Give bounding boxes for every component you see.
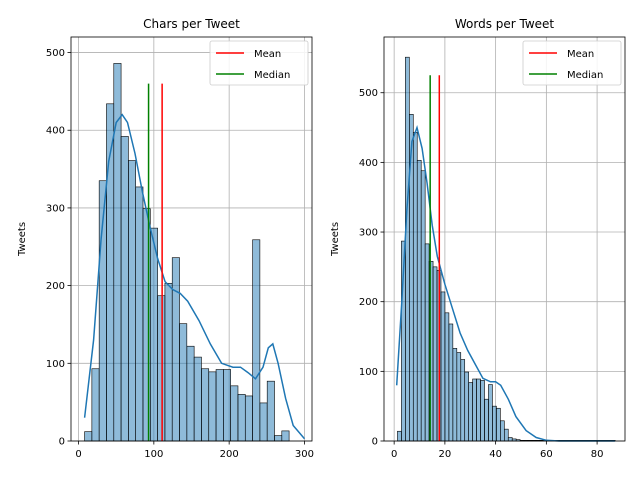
y-tick-label: 300 [46, 203, 65, 214]
histogram-bar [150, 227, 158, 442]
histogram-bar [171, 257, 180, 442]
histogram-bar [237, 394, 246, 442]
y-axis-label: Tweets [17, 222, 28, 257]
y-tick-label: 300 [359, 228, 378, 239]
histogram-bar [244, 395, 253, 442]
histogram-bar [405, 56, 410, 442]
histogram-bar [456, 352, 462, 442]
y-tick-label: 400 [46, 126, 65, 137]
legend-entry-label: Median [567, 70, 603, 81]
chart-panel-1: 0 100 200 300 0 100 200 300 400 500 Chars per Twee… [17, 17, 314, 460]
histogram-bar [281, 430, 290, 442]
histogram-bar [472, 378, 477, 442]
histogram-bar [179, 323, 188, 442]
histogram-bar [135, 186, 144, 442]
histogram-bar [128, 160, 136, 442]
histogram-bar [230, 385, 239, 442]
histogram-bar [186, 345, 195, 442]
y-axis-label: Tweets [330, 222, 341, 257]
histogram-bar [91, 368, 100, 442]
histogram-bar [484, 398, 489, 442]
histogram-bar [274, 435, 283, 442]
histogram-bar [164, 282, 173, 442]
x-tick-label: 100 [144, 449, 163, 460]
histogram-bar [448, 323, 454, 442]
x-tick-label: 0 [391, 449, 397, 460]
x-tick-label: 300 [295, 449, 314, 460]
chart-title: Chars per Tweet [143, 17, 240, 31]
histogram-bar [397, 430, 402, 442]
histogram-bar [215, 369, 224, 442]
histogram-bar [507, 437, 513, 442]
y-tick-label: 200 [359, 297, 378, 308]
histogram-bar [488, 384, 493, 442]
histogram-bar [492, 405, 497, 442]
legend-entry-label: Median [254, 70, 290, 81]
legend-entry-label: Mean [567, 49, 594, 60]
y-tick-label: 400 [359, 158, 378, 169]
kde-line [83, 113, 306, 440]
axes-frame [70, 36, 313, 442]
histogram-bar [500, 420, 505, 442]
histogram-bar [208, 371, 217, 442]
histogram-bar [416, 159, 422, 442]
histogram-bar [452, 348, 458, 442]
x-tick-label: 0 [75, 449, 81, 460]
x-tick-label: 40 [489, 449, 502, 460]
histogram-bar [412, 132, 418, 442]
y-tick-label: 100 [46, 359, 65, 370]
histogram-bar [432, 266, 438, 442]
histogram-bar [444, 312, 450, 442]
axes-frame [383, 36, 626, 442]
histogram-bar [84, 431, 93, 442]
histogram-bar [468, 382, 473, 442]
histogram-bar [252, 239, 261, 442]
kde-line [395, 125, 615, 442]
y-tick-label: 200 [46, 281, 65, 292]
chart-panel-2: 0 20 40 60 80 0 100 200 300 400 500 Words per Tweet… [330, 17, 626, 460]
histogram-bar [460, 359, 466, 442]
y-tick-label: 0 [59, 437, 65, 448]
histogram-bar [464, 371, 469, 442]
histogram-bar [223, 369, 231, 442]
legend: Mean Median [522, 40, 622, 86]
histogram-bar [476, 378, 481, 442]
histogram-bar [193, 356, 202, 442]
x-tick-label: 60 [540, 449, 553, 460]
chart-title: Words per Tweet [455, 17, 555, 31]
histogram-bar [503, 428, 509, 442]
x-tick-label: 200 [220, 449, 239, 460]
histogram-bar [266, 380, 275, 442]
histogram-bar [496, 407, 501, 442]
histogram-bar [424, 243, 430, 442]
x-tick-label: 20 [439, 449, 452, 460]
histogram-bar [480, 380, 485, 442]
histogram-bar [120, 136, 129, 442]
legend: Mean Median [209, 40, 309, 86]
y-tick-label: 500 [46, 48, 65, 59]
y-tick-label: 100 [359, 367, 378, 378]
histogram-bar [201, 368, 210, 442]
histogram-bar [440, 291, 446, 442]
histogram-bar [157, 295, 166, 442]
histogram-bar [259, 402, 268, 442]
y-tick-label: 500 [359, 88, 378, 99]
legend-entry-label: Mean [254, 49, 281, 60]
histogram-bar [420, 170, 426, 442]
x-tick-label: 80 [591, 449, 604, 460]
y-tick-label: 0 [372, 437, 378, 448]
